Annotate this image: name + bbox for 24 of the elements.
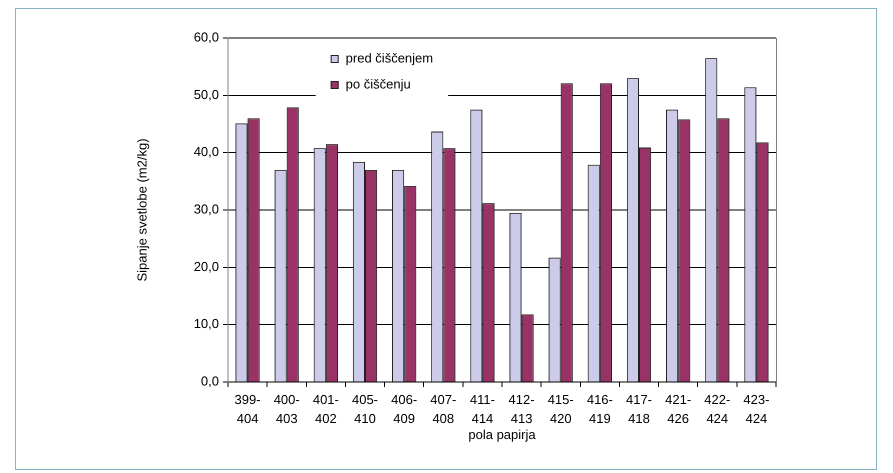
x-axis-title: pola papirja: [468, 426, 536, 442]
x-tick-label: 407-408: [430, 392, 456, 426]
y-tick-label: 50,0: [194, 86, 219, 102]
legend-label: po čiščenju: [346, 76, 411, 92]
x-tick-label: 417-418: [626, 392, 652, 426]
x-tick-label: 399-404: [234, 392, 261, 426]
y-tick-label: 60,0: [194, 30, 219, 45]
x-tick-label: 405-410: [352, 392, 378, 426]
x-tick-label: 412-413: [508, 392, 535, 426]
x-tick-label: 415-420: [548, 392, 574, 426]
x-tick-label: 400-403: [274, 392, 300, 426]
y-tick-label: 40,0: [194, 144, 219, 160]
y-tick-label: 10,0: [194, 316, 219, 332]
x-tick-label: 406-409: [391, 392, 418, 426]
x-tick-label: 416-419: [586, 392, 613, 426]
x-tick-label: 401-402: [312, 392, 339, 426]
y-tick-label: 20,0: [194, 258, 219, 274]
x-tick-label: 421-426: [665, 392, 692, 426]
x-tick-label: 422-424: [704, 392, 730, 426]
y-tick-label: 30,0: [194, 202, 219, 217]
legend-label: pred čiščenjem: [346, 50, 434, 66]
y-axis-title: Sipanje svetlobe (m2/kg): [134, 138, 150, 282]
y-tick-label: 0,0: [200, 374, 219, 389]
x-tick-label: 423-424: [743, 392, 770, 426]
